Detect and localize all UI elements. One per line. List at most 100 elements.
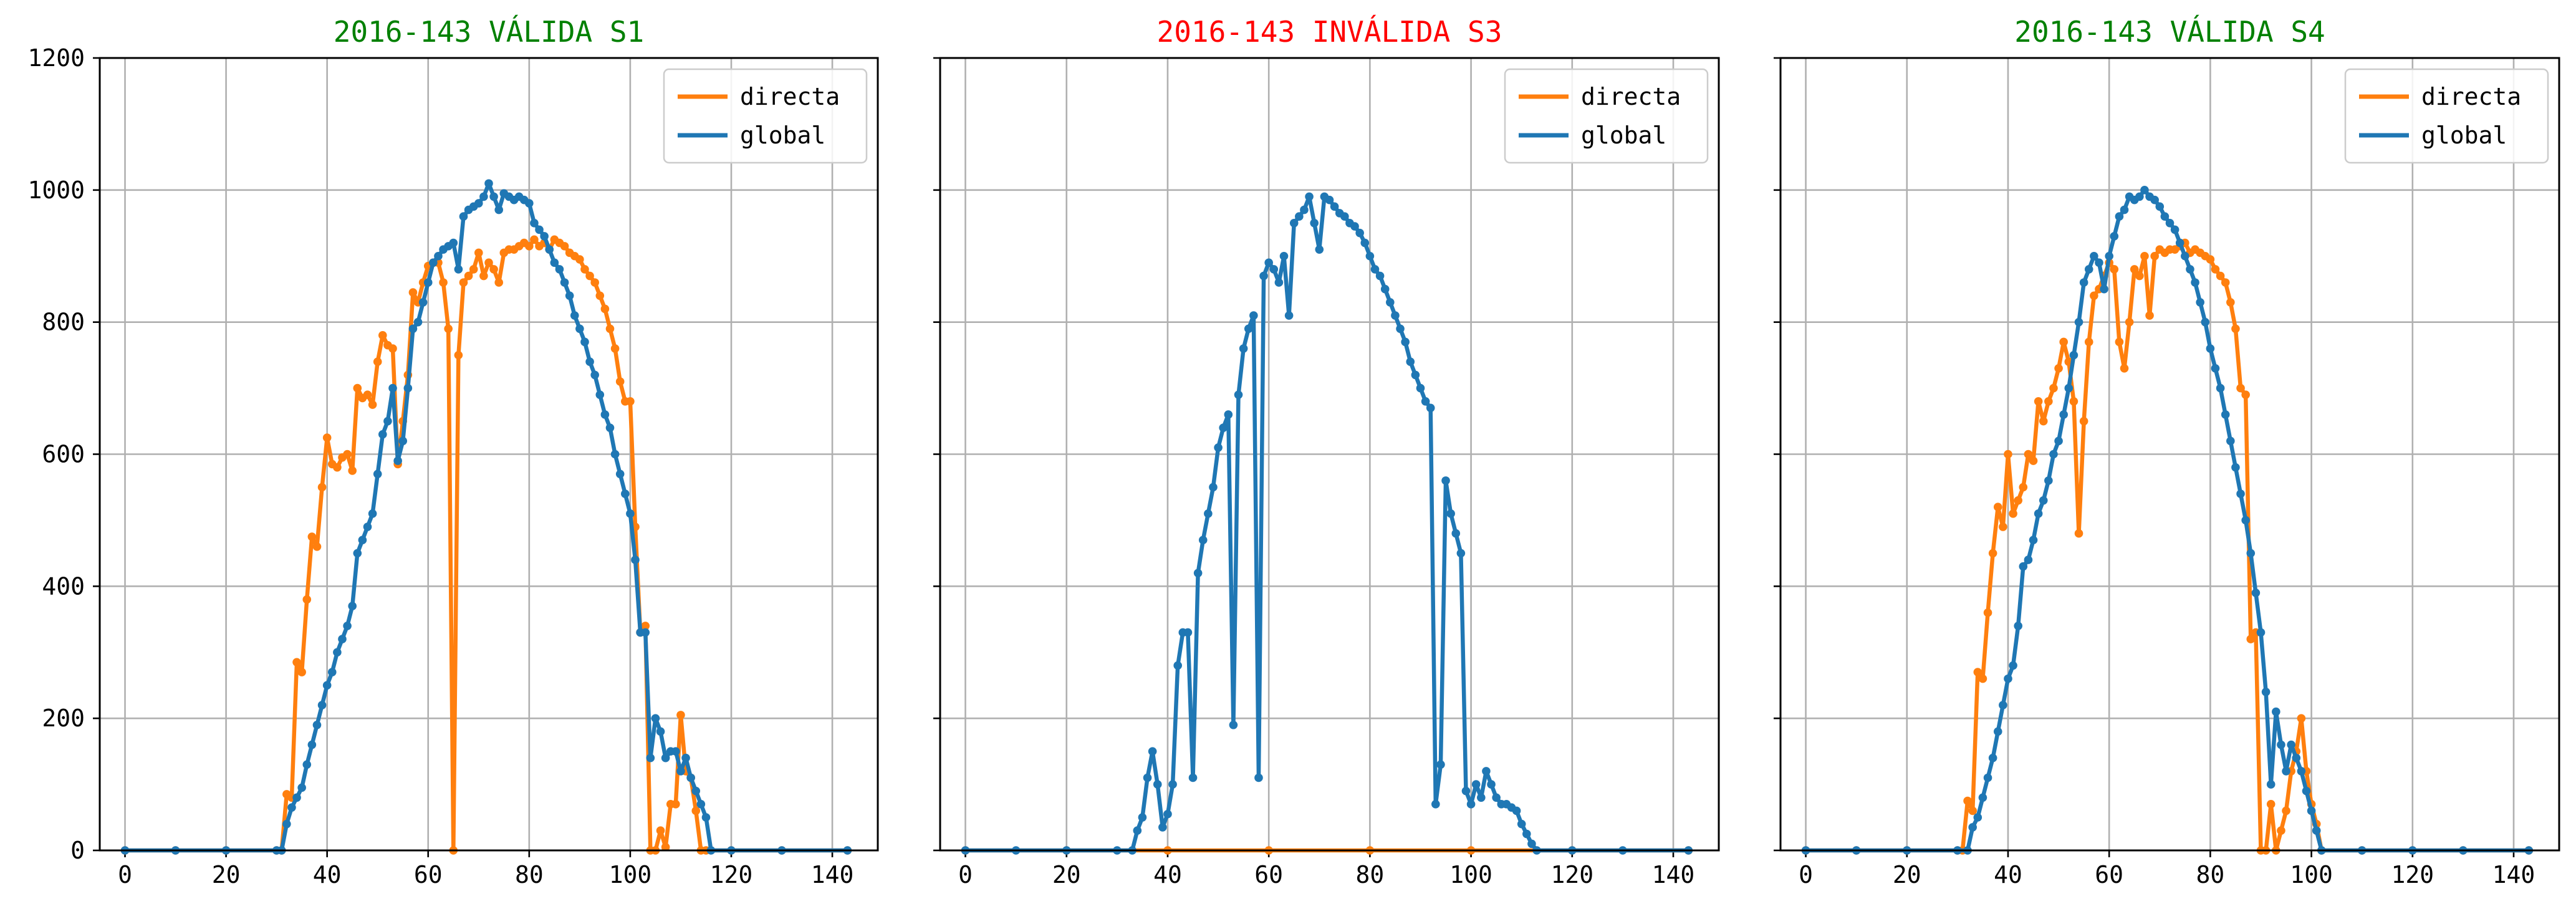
data-point	[2029, 456, 2038, 465]
y-tick-label: 1000	[27, 176, 85, 204]
data-point	[398, 436, 408, 446]
data-point	[621, 489, 630, 498]
data-point	[1466, 800, 1476, 809]
series-line-directa	[1804, 241, 2531, 853]
data-point	[540, 232, 549, 241]
data-point	[1963, 796, 1972, 806]
data-point	[1295, 212, 1304, 221]
data-point	[555, 265, 564, 274]
data-point	[378, 331, 387, 340]
x-tick-label: 20	[212, 861, 241, 888]
data-point	[2074, 529, 2083, 538]
data-point	[489, 265, 498, 274]
data-point	[1993, 503, 2002, 512]
data-point	[2241, 390, 2250, 399]
data-point	[322, 433, 332, 442]
data-point	[1421, 397, 1430, 406]
x-tick-label: 140	[2492, 861, 2535, 888]
data-point	[676, 767, 685, 776]
data-point	[2049, 383, 2058, 393]
data-point	[358, 536, 367, 544]
x-tick-label: 60	[1254, 861, 1283, 888]
data-point	[2135, 192, 2144, 201]
data-point	[1229, 720, 1238, 729]
data-point	[1188, 773, 1198, 782]
data-point	[307, 532, 317, 541]
data-point	[1209, 483, 1218, 492]
data-point	[317, 701, 327, 710]
data-point	[2034, 509, 2043, 518]
data-point	[1315, 245, 1324, 254]
data-point	[2150, 195, 2159, 204]
data-point	[2221, 278, 2230, 287]
data-point	[2221, 410, 2230, 419]
data-point	[2170, 225, 2180, 234]
data-point	[297, 783, 306, 792]
data-point	[2079, 416, 2088, 426]
x-tick-label: 0	[958, 861, 973, 888]
data-point	[1375, 271, 1385, 281]
data-point	[1411, 370, 1420, 380]
data-point	[575, 324, 584, 334]
data-point	[1274, 278, 1284, 287]
data-point	[2054, 364, 2063, 373]
chart-panel-1: 0 20 40 60 80 100 120 140 0 200 400 600 800 1000 1200 2…	[27, 15, 879, 888]
data-point	[2100, 284, 2108, 294]
data-point	[615, 377, 625, 386]
data-point	[1305, 192, 1314, 201]
x-tick-label: 40	[1994, 861, 2022, 888]
data-point	[388, 383, 397, 393]
y-tick-label: 200	[42, 705, 85, 732]
x-tick-label: 100	[609, 861, 652, 888]
data-point	[565, 291, 574, 301]
data-point	[2196, 298, 2204, 307]
data-point	[2246, 549, 2256, 558]
legend-label: directa	[2421, 83, 2521, 110]
data-point	[287, 803, 296, 812]
data-point	[469, 265, 478, 274]
data-point	[1482, 767, 1491, 776]
data-point	[525, 242, 534, 251]
data-point	[1968, 823, 1977, 832]
data-point	[363, 522, 372, 531]
data-point	[2216, 271, 2225, 281]
y-tick-label: 0	[70, 837, 85, 864]
data-point	[530, 218, 539, 228]
data-point	[2226, 436, 2235, 446]
data-point	[580, 265, 589, 274]
data-point	[671, 800, 680, 809]
data-point	[1234, 390, 1243, 399]
data-point	[2115, 212, 2124, 221]
data-point	[403, 383, 413, 393]
data-point	[2084, 337, 2093, 347]
data-point	[1968, 806, 1977, 815]
data-point	[585, 271, 594, 281]
data-point	[2110, 265, 2119, 274]
data-point	[2251, 589, 2261, 597]
data-point	[2272, 707, 2280, 716]
data-point	[489, 192, 498, 201]
data-point	[1517, 819, 1526, 829]
x-tick-label: 40	[1153, 861, 1182, 888]
data-point	[2165, 218, 2175, 228]
data-point	[1259, 271, 1268, 281]
data-point	[2044, 476, 2053, 485]
data-point	[2282, 767, 2290, 776]
data-point	[494, 205, 504, 214]
x-tick-label: 20	[1052, 861, 1081, 888]
data-point	[302, 595, 312, 604]
data-point	[393, 456, 402, 465]
data-point	[368, 509, 377, 518]
data-point	[1365, 251, 1375, 261]
data-point	[646, 753, 655, 762]
data-point	[1380, 284, 1390, 294]
data-point	[494, 278, 504, 287]
data-point	[545, 245, 554, 254]
data-point	[661, 753, 670, 762]
legend-label: directa	[1581, 83, 1681, 110]
data-point	[1471, 780, 1481, 789]
data-point	[333, 463, 342, 472]
chart-title: 2016-143 VÁLIDA S4	[2014, 15, 2325, 49]
data-point	[585, 357, 594, 367]
data-point	[1244, 324, 1253, 334]
